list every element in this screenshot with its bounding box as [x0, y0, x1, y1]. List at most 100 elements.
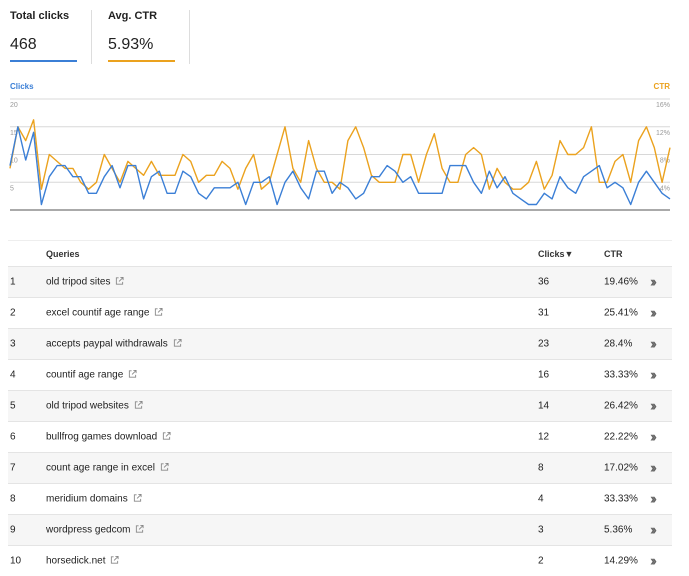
query-text: countif age range	[46, 369, 124, 381]
table-row[interactable]: 10 horsedick.net 2 14.29% ››	[8, 545, 672, 576]
row-rank: 5	[10, 400, 16, 412]
external-link-icon[interactable]	[160, 462, 169, 472]
table-row[interactable]: 6 bullfrog games download 12 22.22% ››	[8, 421, 672, 452]
row-rank: 10	[10, 555, 22, 567]
row-query[interactable]: count age range in excel	[46, 463, 169, 474]
external-link-icon[interactable]	[110, 555, 120, 565]
left-tick-label: 20	[10, 102, 18, 109]
double-chevron-right-icon[interactable]: ››	[650, 459, 657, 477]
right-tick-label: 12%	[656, 130, 670, 137]
row-ctr: 33.33%	[604, 369, 638, 381]
row-ctr: 22.22%	[604, 431, 638, 443]
row-clicks: 16	[538, 369, 550, 381]
double-chevron-right-icon[interactable]: ››	[650, 335, 657, 353]
external-link-icon[interactable]	[173, 338, 182, 348]
row-ctr: 26.42%	[604, 400, 638, 412]
chart-ticks: 20 15 10 5 16% 12% 8% 4%	[10, 102, 670, 192]
query-text: meridium domains	[46, 493, 128, 505]
queries-table: Queries Clicks▼ CTR 1 old tripod sites 36 1…	[8, 240, 672, 576]
row-clicks: 12	[538, 431, 550, 443]
row-rank: 8	[10, 493, 16, 505]
query-text: wordpress gedcom	[46, 524, 131, 536]
external-link-icon[interactable]	[134, 400, 143, 410]
row-clicks: 36	[538, 276, 550, 288]
right-tick-label: 4%	[660, 185, 670, 192]
row-query[interactable]: meridium domains	[46, 494, 142, 505]
external-link-icon[interactable]	[135, 524, 145, 534]
double-chevron-right-icon[interactable]: ››	[650, 521, 657, 539]
double-chevron-right-icon[interactable]: ››	[650, 428, 657, 446]
double-chevron-right-icon[interactable]: ››	[650, 397, 657, 415]
query-text: old tripod sites	[46, 276, 111, 288]
series-line-clicks	[9, 126, 671, 206]
series-line-ctr	[9, 119, 671, 190]
row-query[interactable]: old tripod websites	[46, 401, 143, 412]
row-rank: 4	[10, 369, 16, 381]
table-row[interactable]: 1 old tripod sites 36 19.46% ››	[8, 266, 672, 297]
left-axis-label: Clicks	[10, 82, 34, 91]
left-tick-label: 15	[10, 130, 18, 137]
metric-total-clicks[interactable]: Total clicks 468	[10, 0, 80, 62]
header-clicks-sort[interactable]: Clicks▼	[538, 248, 574, 259]
query-text: excel countif age range	[46, 307, 150, 319]
external-link-icon[interactable]	[115, 276, 125, 286]
double-chevron-right-icon[interactable]: ››	[650, 273, 657, 291]
metric-value: 468	[10, 36, 37, 53]
row-clicks: 3	[538, 524, 544, 536]
external-link-icon[interactable]	[133, 493, 142, 503]
double-chevron-right-icon[interactable]: ››	[650, 304, 657, 322]
row-ctr: 17.02%	[604, 462, 638, 474]
external-link-icon[interactable]	[128, 369, 137, 379]
double-chevron-right-icon[interactable]: ››	[650, 490, 657, 508]
table-row[interactable]: 3 accepts paypal withdrawals 23 28.4% ››	[8, 328, 672, 359]
header-ctr[interactable]: CTR	[604, 248, 623, 259]
row-query[interactable]: accepts paypal withdrawals	[46, 339, 182, 350]
metric-underline	[108, 60, 175, 62]
row-clicks: 4	[538, 493, 544, 505]
metric-avg-ctr[interactable]: Avg. CTR 5.93%	[108, 0, 178, 62]
double-chevron-right-icon[interactable]: ››	[650, 366, 657, 384]
row-ctr: 33.33%	[604, 493, 638, 505]
row-ctr: 19.46%	[604, 276, 638, 288]
row-clicks: 8	[538, 462, 544, 474]
row-query[interactable]: bullfrog games download	[46, 432, 171, 443]
row-rank: 1	[10, 276, 16, 288]
query-text: count age range in excel	[46, 462, 155, 474]
row-query[interactable]: wordpress gedcom	[46, 524, 145, 536]
header-queries[interactable]: Queries	[46, 248, 80, 259]
row-query[interactable]: excel countif age range	[46, 308, 163, 319]
right-tick-label: 8%	[660, 158, 670, 165]
row-query[interactable]: countif age range	[46, 370, 137, 381]
table-row[interactable]: 5 old tripod websites 14 26.42% ››	[8, 390, 672, 421]
query-text: bullfrog games download	[46, 431, 158, 443]
table-row[interactable]: 8 meridium domains 4 33.33% ››	[8, 483, 672, 514]
tile-divider	[91, 10, 92, 64]
table-header: Queries Clicks▼ CTR	[8, 240, 672, 266]
query-text: old tripod websites	[46, 400, 129, 412]
tile-divider	[189, 10, 190, 64]
double-chevron-right-icon[interactable]: ››	[650, 552, 657, 570]
row-ctr: 14.29%	[604, 555, 638, 567]
row-query[interactable]: horsedick.net	[46, 555, 120, 567]
table-row[interactable]: 7 count age range in excel 8 17.02% ››	[8, 452, 672, 483]
right-tick-label: 16%	[656, 102, 670, 109]
row-rank: 2	[10, 307, 16, 319]
row-rank: 7	[10, 462, 16, 474]
external-link-icon[interactable]	[154, 307, 163, 317]
left-tick-label: 10	[10, 158, 18, 165]
external-link-icon[interactable]	[162, 431, 171, 441]
row-clicks: 2	[538, 555, 544, 567]
table-row[interactable]: 9 wordpress gedcom 3 5.36% ››	[8, 514, 672, 545]
row-ctr: 5.36%	[604, 524, 633, 536]
table-row[interactable]: 4 countif age range 16 33.33% ››	[8, 359, 672, 390]
left-tick-label: 5	[10, 185, 14, 192]
row-query[interactable]: old tripod sites	[46, 276, 125, 288]
row-ctr: 25.41%	[604, 307, 638, 319]
row-ctr: 28.4%	[604, 338, 633, 350]
row-rank: 6	[10, 431, 16, 443]
metric-label: Avg. CTR	[108, 10, 158, 22]
table-row[interactable]: 2 excel countif age range 31 25.41% ››	[8, 297, 672, 328]
query-text: horsedick.net	[46, 555, 106, 567]
row-clicks: 31	[538, 307, 550, 319]
right-axis-label: CTR	[654, 82, 671, 91]
